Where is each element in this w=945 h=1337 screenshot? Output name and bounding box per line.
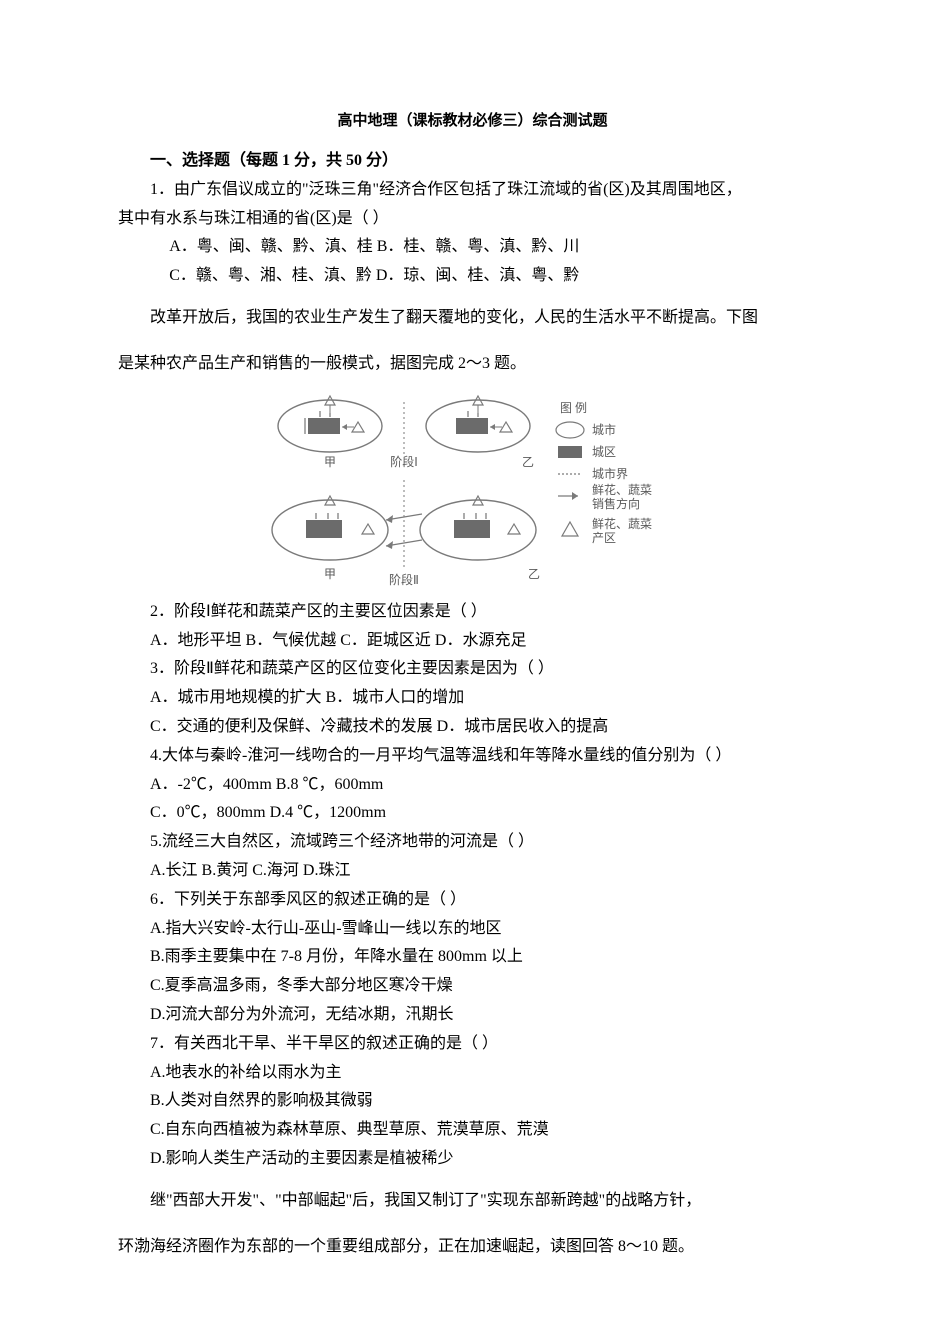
q4-options-ab: A．-2℃，400mm B.8 ℃，600mm bbox=[118, 771, 827, 800]
diagram-label-jia-1: 甲 bbox=[323, 455, 335, 469]
q7-stem: 7．有关西北干旱、半干旱区的叙述正确的是（ ） bbox=[118, 1030, 827, 1059]
q1-options-cd: C．赣、粤、湘、桂、滇、黔 D．琼、闽、桂、滇、粤、黔 bbox=[118, 262, 827, 291]
diagram-label-yi-1: 乙 bbox=[522, 455, 534, 469]
q6-opt-d: D.河流大部分为外流河，无结冰期，汛期长 bbox=[118, 1001, 827, 1030]
diagram-container: 甲 乙 阶段Ⅰ 甲 乙 bbox=[118, 394, 827, 590]
sales-model-diagram: 甲 乙 阶段Ⅰ 甲 乙 bbox=[258, 394, 688, 590]
legend-urban: 城区 bbox=[592, 445, 616, 459]
document-title: 高中地理（课标教材必修三）综合测试题 bbox=[118, 108, 827, 135]
q6-opt-a: A.指大兴安岭-太行山-巫山-雪峰山一线以东的地区 bbox=[118, 915, 827, 944]
legend-boundary: 城市界 bbox=[592, 466, 628, 481]
intro-2-line2: 环渤海经济圈作为东部的一个重要组成部分，正在加速崛起，读图回答 8～10 题。 bbox=[118, 1228, 827, 1266]
q1-stem-line1: 1．由广东倡议成立的"泛珠三角"经济合作区包括了珠江流域的省(区)及其周围地区， bbox=[118, 176, 827, 205]
q3-stem: 3．阶段Ⅱ鲜花和蔬菜产区的区位变化主要因素是因为（ ） bbox=[118, 655, 827, 684]
q6-opt-c: C.夏季高温多雨，冬季大部分地区寒冷干燥 bbox=[118, 972, 827, 1001]
section-1-header: 一、选择题（每题 1 分，共 50 分） bbox=[118, 147, 827, 176]
legend-prod-2: 产区 bbox=[592, 531, 616, 545]
q7-opt-b: B.人类对自然界的影响极其微弱 bbox=[118, 1087, 827, 1116]
q3-options-ab: A．城市用地规模的扩大 B．城市人口的增加 bbox=[118, 684, 827, 713]
legend-city: 城市 bbox=[592, 422, 616, 437]
q3-options-cd: C．交通的便利及保鲜、冷藏技术的发展 D．城市居民收入的提高 bbox=[118, 713, 827, 742]
q7-opt-a: A.地表水的补给以雨水为主 bbox=[118, 1059, 827, 1088]
q1-stem-line2: 其中有水系与珠江相通的省(区)是（ ） bbox=[118, 205, 827, 234]
legend-sales-1: 鲜花、蔬菜 bbox=[592, 482, 652, 497]
intro-1-line2: 是某种农产品生产和销售的一般模式，据图完成 2～3 题。 bbox=[118, 345, 827, 383]
q1-options-ab: A．粤、闽、赣、黔、滇、桂 B．桂、赣、粤、滇、黔、川 bbox=[118, 233, 827, 262]
q6-stem: 6．下列关于东部季风区的叙述正确的是（ ） bbox=[118, 886, 827, 915]
legend-title: 图 例 bbox=[560, 401, 587, 415]
q4-stem: 4.大体与秦岭-淮河一线吻合的一月平均气温等温线和年等降水量线的值分别为（ ） bbox=[118, 742, 827, 771]
intro-1-line1: 改革开放后，我国的农业生产发生了翻天覆地的变化，人民的生活水平不断提高。下图 bbox=[118, 299, 827, 337]
legend-prod-1: 鲜花、蔬菜 bbox=[592, 516, 652, 531]
diagram-label-stage2: 阶段Ⅱ bbox=[389, 572, 419, 587]
intro-2-line1: 继"西部大开发"、"中部崛起"后，我国又制订了"实现东部新跨越"的战略方针， bbox=[118, 1182, 827, 1220]
q7-opt-c: C.自东向西植被为森林草原、典型草原、荒漠草原、荒漠 bbox=[118, 1116, 827, 1145]
q2-options: A．地形平坦 B．气候优越 C．距城区近 D．水源充足 bbox=[118, 627, 827, 656]
legend-sales-2: 销售方向 bbox=[592, 496, 640, 511]
q6-opt-b: B.雨季主要集中在 7-8 月份，年降水量在 800mm 以上 bbox=[118, 943, 827, 972]
q7-opt-d: D.影响人类生产活动的主要因素是植被稀少 bbox=[118, 1145, 827, 1174]
diagram-label-yi-2: 乙 bbox=[528, 567, 540, 581]
q5-options: A.长江 B.黄河 C.海河 D.珠江 bbox=[118, 857, 827, 886]
q2-stem: 2．阶段Ⅰ鲜花和蔬菜产区的主要区位因素是（ ） bbox=[118, 598, 827, 627]
q4-options-cd: C．0℃，800mm D.4 ℃，1200mm bbox=[118, 799, 827, 828]
q5-stem: 5.流经三大自然区，流域跨三个经济地带的河流是（ ） bbox=[118, 828, 827, 857]
diagram-label-stage1: 阶段Ⅰ bbox=[390, 454, 418, 469]
diagram-label-jia-2: 甲 bbox=[323, 567, 335, 581]
